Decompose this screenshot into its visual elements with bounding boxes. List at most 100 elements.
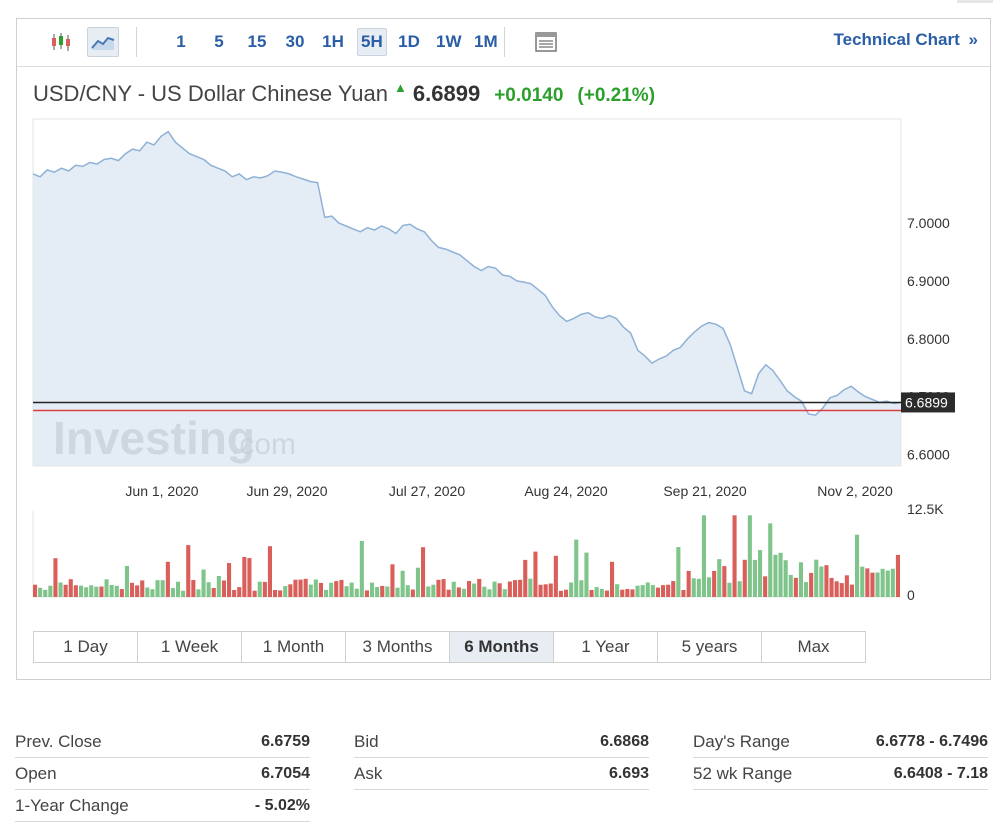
- x-tick-label: Nov 2, 2020: [817, 483, 893, 499]
- stat-row: Ask 6.693: [354, 758, 649, 790]
- stat-value: 6.6759: [261, 732, 310, 750]
- interval-1w[interactable]: 1W: [436, 32, 462, 51]
- volume-bar: [553, 555, 558, 597]
- volume-bar: [385, 586, 390, 597]
- interval-5h[interactable]: 5H: [357, 28, 387, 56]
- volume-bar: [666, 584, 671, 597]
- volume-bar: [140, 580, 145, 597]
- stat-row: Day's Range 6.6778 - 6.7496: [693, 726, 988, 758]
- volume-bar: [53, 558, 58, 597]
- stat-row: 1-Year Change - 5.02%: [15, 790, 310, 822]
- volume-bar: [630, 589, 635, 597]
- volume-bar: [870, 572, 875, 597]
- volume-bar: [181, 590, 186, 597]
- x-tick-label: Jul 27, 2020: [389, 483, 465, 499]
- volume-bar: [446, 589, 451, 597]
- volume-bar: [339, 579, 344, 597]
- volume-bar: [640, 585, 645, 597]
- volume-bar: [768, 523, 773, 597]
- volume-bar: [415, 567, 420, 597]
- range-6-months[interactable]: 6 Months: [449, 631, 554, 663]
- volume-bar: [43, 589, 48, 597]
- stat-label: 52 wk Range: [693, 763, 793, 783]
- volume-bar: [344, 586, 349, 597]
- range-1-month[interactable]: 1 Month: [241, 631, 346, 663]
- range-1-year[interactable]: 1 Year: [553, 631, 658, 663]
- interval-1d[interactable]: 1D: [398, 32, 420, 51]
- volume-bar: [655, 587, 660, 597]
- volume-bar: [610, 561, 615, 597]
- range-max[interactable]: Max: [761, 631, 866, 663]
- volume-bar: [849, 584, 854, 597]
- volume-bar: [370, 582, 375, 597]
- stat-label: Day's Range: [693, 731, 790, 751]
- volume-bar: [375, 587, 380, 597]
- interval-30[interactable]: 30: [285, 32, 305, 51]
- volume-bar: [492, 581, 497, 597]
- interval-1h[interactable]: 1H: [322, 32, 344, 51]
- volume-bar: [650, 585, 655, 597]
- volume-bar: [349, 582, 354, 597]
- toolbar-separator: [136, 27, 137, 57]
- layout-icon[interactable]: [531, 27, 561, 57]
- volume-bar: [676, 547, 681, 597]
- volume-bar: [783, 560, 788, 597]
- volume-bar: [293, 579, 298, 597]
- volume-bar: [267, 546, 272, 597]
- price-chart[interactable]: Investing.com7.00006.90006.80006.70006.6…: [17, 19, 990, 619]
- top-edge-decoration: [957, 0, 993, 3]
- stat-label: Bid: [354, 731, 379, 751]
- range-1-week[interactable]: 1 Week: [137, 631, 242, 663]
- volume-bar: [778, 552, 783, 597]
- volume-bar: [533, 551, 538, 597]
- volume-bar: [477, 578, 482, 597]
- volume-bar: [860, 566, 865, 597]
- x-tick-label: Jun 1, 2020: [125, 483, 198, 499]
- range-1-day[interactable]: 1 Day: [33, 631, 138, 663]
- interval-5[interactable]: 5: [214, 32, 224, 51]
- volume-bar: [569, 582, 574, 597]
- interval-1[interactable]: 1: [176, 32, 186, 51]
- technical-chart-link[interactable]: Technical Chart »: [834, 30, 978, 50]
- volume-bar: [48, 585, 53, 597]
- chart-toolbar: 1 5 15 30 1H 5H 1D 1W 1M Technical Chart »: [17, 19, 990, 67]
- volume-bar: [747, 515, 752, 597]
- volume-bar: [421, 547, 426, 597]
- volume-bar: [564, 589, 569, 597]
- volume-bar: [441, 579, 446, 597]
- volume-bar: [467, 581, 472, 597]
- candlestick-chart-icon[interactable]: [45, 27, 77, 57]
- volume-bar: [308, 584, 313, 597]
- volume-bar: [390, 564, 395, 597]
- interval-15[interactable]: 15: [247, 32, 267, 51]
- stat-label: 1-Year Change: [15, 795, 129, 815]
- volume-bar: [696, 578, 701, 597]
- interval-1m[interactable]: 1M: [474, 32, 498, 51]
- area-chart-icon[interactable]: [87, 27, 119, 57]
- volume-bar: [89, 585, 94, 597]
- volume-bar: [170, 588, 175, 597]
- range-3-months[interactable]: 3 Months: [345, 631, 450, 663]
- volume-bar: [278, 590, 283, 597]
- volume-bar: [885, 570, 890, 597]
- volume-bar: [804, 582, 809, 597]
- volume-bar: [528, 578, 533, 597]
- volume-bar: [875, 572, 880, 597]
- volume-bar: [615, 584, 620, 597]
- volume-tick-label: 0: [907, 587, 915, 603]
- volume-bar: [364, 590, 369, 597]
- range-5-years[interactable]: 5 years: [657, 631, 762, 663]
- volume-bar: [717, 559, 722, 597]
- volume-bar: [773, 554, 778, 597]
- volume-bar: [880, 568, 885, 597]
- volume-bar: [313, 579, 318, 597]
- volume-bar: [334, 581, 339, 597]
- up-arrow-icon: ▲: [394, 80, 407, 95]
- volume-bar: [288, 584, 293, 597]
- stat-value: 6.6868: [600, 732, 649, 750]
- volume-bar: [798, 562, 803, 597]
- volume-bar: [752, 559, 757, 597]
- volume-bar: [262, 581, 267, 597]
- volume-bar: [298, 579, 303, 597]
- volume-bar: [227, 563, 232, 597]
